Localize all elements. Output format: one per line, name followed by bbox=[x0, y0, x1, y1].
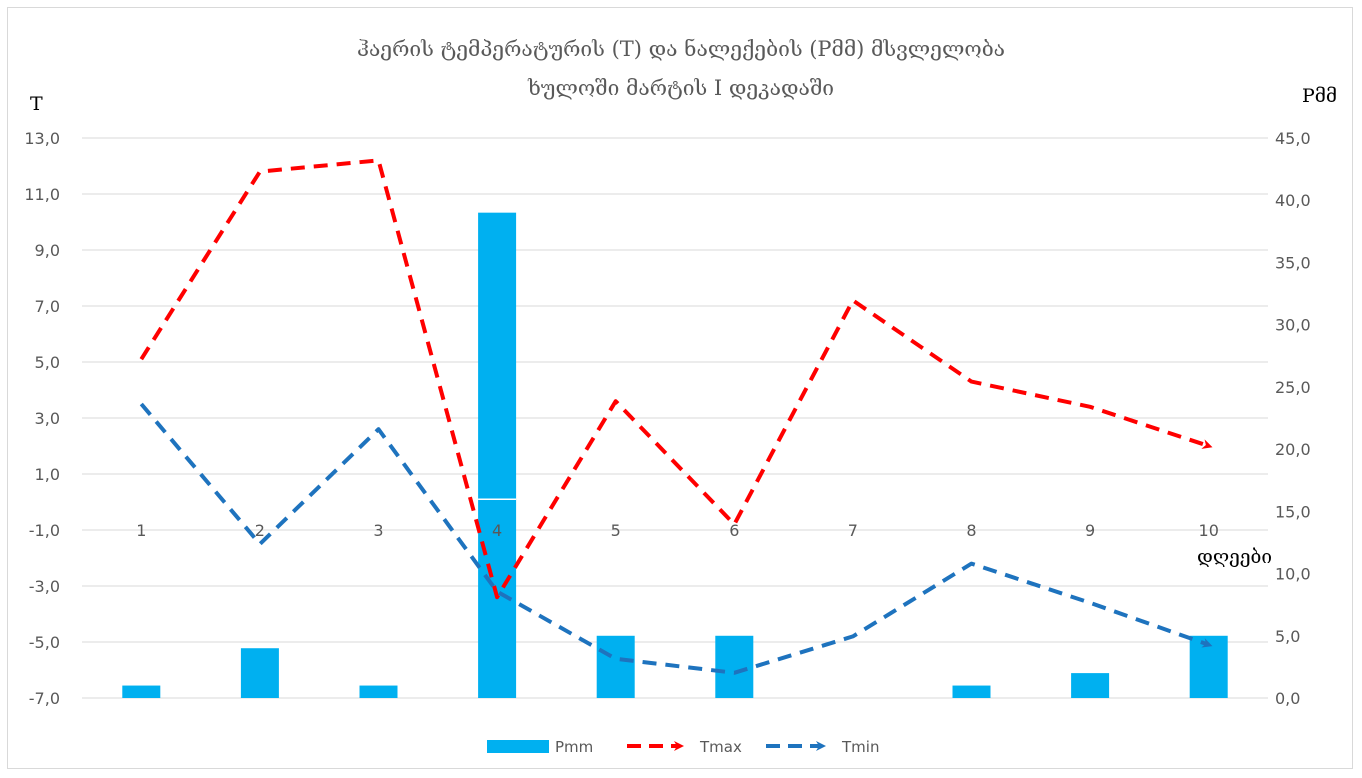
category-labels: 1 2 3 4 5 6 7 8 9 10 bbox=[136, 521, 1219, 540]
y-right-tick-label: 40,0 bbox=[1275, 191, 1311, 210]
pmm-bar bbox=[359, 685, 398, 698]
category-label: 2 bbox=[255, 521, 265, 540]
legend: Pmm Tmax Tmin bbox=[487, 738, 879, 756]
y-right-tick-labels: 45,0 40,0 35,0 30,0 25,0 20,0 15,0 10,0 5,0 0,0 bbox=[1275, 129, 1311, 708]
y-left-tick-label: 5,0 bbox=[35, 353, 60, 372]
gridlines bbox=[82, 137, 1268, 699]
category-label: 10 bbox=[1199, 521, 1219, 540]
category-label: 4 bbox=[492, 521, 502, 540]
legend-label-pmm: Pmm bbox=[555, 738, 593, 756]
category-label: 3 bbox=[373, 521, 383, 540]
y-left-axis-title: T bbox=[30, 93, 43, 115]
temperature-lines bbox=[139, 158, 1213, 675]
pmm-bar bbox=[122, 685, 161, 698]
y-left-tick-label: 1,0 bbox=[35, 465, 60, 484]
pmm-bar bbox=[715, 635, 754, 698]
y-left-tick-label: -3,0 bbox=[29, 577, 60, 596]
y-left-tick-label: 11,0 bbox=[24, 185, 60, 204]
category-label: 7 bbox=[848, 521, 858, 540]
y-left-tick-label: -1,0 bbox=[29, 521, 60, 540]
category-label: 6 bbox=[729, 521, 739, 540]
legend-swatch-pmm bbox=[487, 740, 549, 753]
pmm-bar bbox=[478, 212, 517, 698]
y-right-tick-label: 20,0 bbox=[1275, 440, 1311, 459]
y-left-tick-label: 9,0 bbox=[35, 241, 60, 260]
x-axis-title: დღეები bbox=[1197, 546, 1272, 568]
y-right-tick-label: 30,0 bbox=[1275, 316, 1311, 335]
pmm-bar bbox=[240, 648, 279, 698]
y-left-tick-label: 13,0 bbox=[24, 129, 60, 148]
y-left-tick-label: 7,0 bbox=[35, 297, 60, 316]
pmm-bars bbox=[122, 212, 1228, 698]
y-right-tick-label: 25,0 bbox=[1275, 378, 1311, 397]
category-label: 1 bbox=[136, 521, 146, 540]
y-left-tick-labels: 13,0 11,0 9,0 7,0 5,0 3,0 1,0 -1,0 -3,0 -5,0 -7,0 bbox=[24, 129, 60, 708]
tmin-line bbox=[139, 402, 1213, 675]
tmax-line bbox=[139, 158, 1213, 600]
pmm-bar bbox=[596, 635, 635, 698]
y-right-tick-label: 5,0 bbox=[1275, 627, 1300, 646]
y-right-tick-label: 0,0 bbox=[1275, 689, 1300, 708]
pmm-bar bbox=[952, 685, 991, 698]
legend-label-tmax: Tmax bbox=[699, 738, 742, 756]
legend-label-tmin: Tmin bbox=[841, 738, 879, 756]
category-label: 5 bbox=[611, 521, 621, 540]
y-left-tick-label: -7,0 bbox=[29, 689, 60, 708]
y-right-tick-label: 45,0 bbox=[1275, 129, 1311, 148]
pmm-bar bbox=[1189, 635, 1228, 698]
category-label: 9 bbox=[1085, 521, 1095, 540]
y-right-tick-label: 15,0 bbox=[1275, 502, 1311, 521]
y-left-tick-label: -5,0 bbox=[29, 633, 60, 652]
chart-title-line-1: ჰაერის ტემპერატურის (T) და ნალექების (Pმ… bbox=[357, 37, 1005, 61]
pmm-bar bbox=[1071, 673, 1110, 698]
y-right-axis-title: Pმმ bbox=[1302, 85, 1337, 107]
y-right-tick-label: 35,0 bbox=[1275, 253, 1311, 272]
y-left-tick-label: 3,0 bbox=[35, 409, 60, 428]
chart-title-line-2: ხულოში მარტის I დეკადაში bbox=[527, 76, 834, 100]
category-label: 8 bbox=[966, 521, 976, 540]
y-right-tick-label: 10,0 bbox=[1275, 565, 1311, 584]
